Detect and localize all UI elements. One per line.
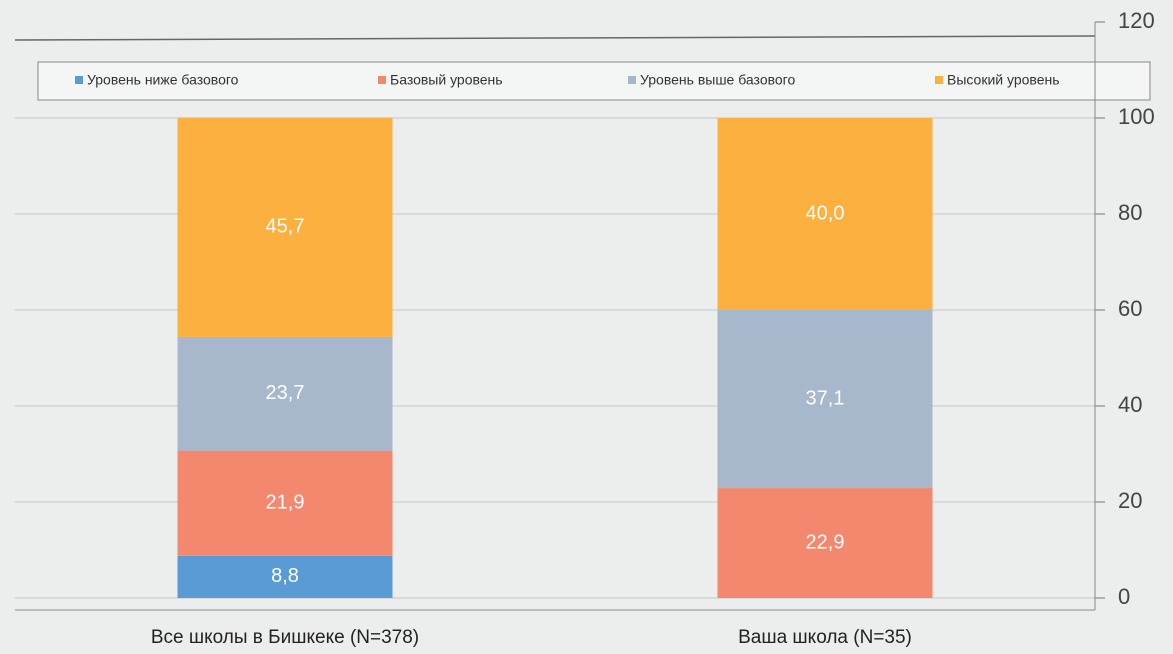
legend-swatch xyxy=(75,76,83,84)
bar-segment xyxy=(177,117,393,337)
data-label: 21,9 xyxy=(266,491,305,513)
x-tick-label: Все школы в Бишкеке (N=378) xyxy=(151,627,419,648)
legend-box xyxy=(37,61,1151,101)
data-label: 45,7 xyxy=(266,215,305,237)
y-tick-label: 120 xyxy=(1118,8,1155,33)
legend-label: Высокий уровень xyxy=(947,72,1060,88)
data-label: 8,8 xyxy=(271,565,299,587)
data-label: 40,0 xyxy=(806,202,845,224)
data-label: 22,9 xyxy=(806,531,845,553)
y-tick-label: 80 xyxy=(1118,200,1142,225)
legend-swatch xyxy=(935,76,943,84)
y-tick-label: 100 xyxy=(1118,104,1155,129)
legend-label: Уровень ниже базового xyxy=(87,72,239,88)
bar-segment xyxy=(717,118,933,310)
chart-border xyxy=(14,35,1096,41)
y-tick-label: 40 xyxy=(1118,392,1142,417)
legend-label: Базовый уровень xyxy=(390,72,503,88)
legend-swatch xyxy=(628,76,636,84)
y-tick-label: 20 xyxy=(1118,488,1142,513)
bar-segment xyxy=(177,555,393,598)
bar-segment xyxy=(177,336,393,451)
bar-segment xyxy=(717,310,933,489)
legend-swatch xyxy=(378,76,386,84)
data-label: 23,7 xyxy=(266,382,305,404)
x-tick-label: Ваша школа (N=35) xyxy=(738,627,912,648)
y-tick-label: 60 xyxy=(1118,296,1142,321)
bar-segment xyxy=(717,488,933,598)
data-label: 37,1 xyxy=(806,387,845,409)
y-tick-label: 0 xyxy=(1118,584,1130,609)
bar-segment xyxy=(177,450,393,556)
legend-label: Уровень выше базового xyxy=(640,72,795,88)
